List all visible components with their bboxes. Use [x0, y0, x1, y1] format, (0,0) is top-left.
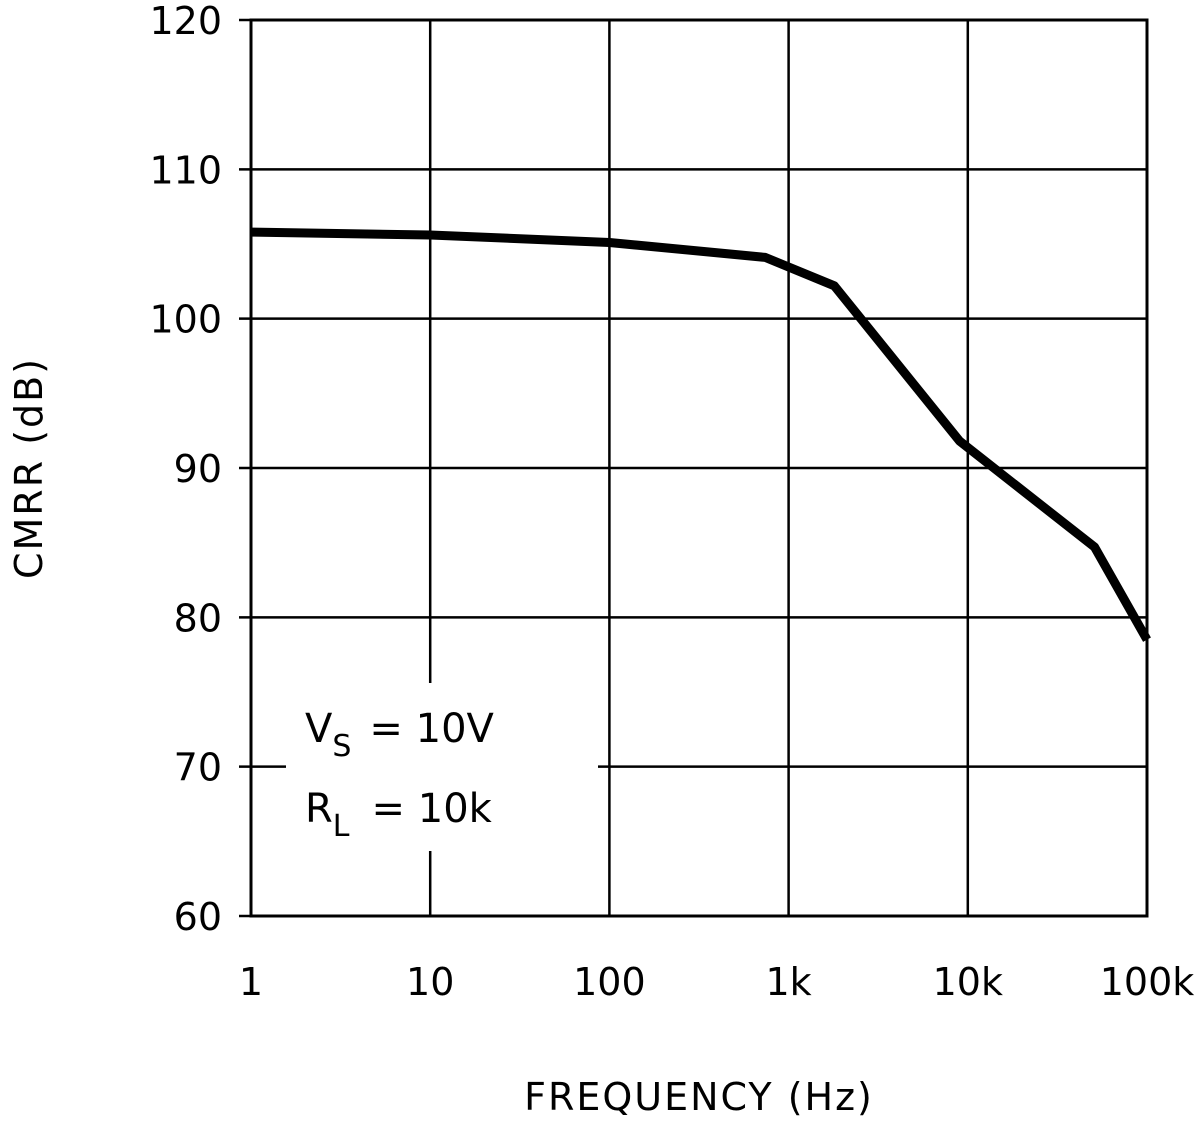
x-tick-label: 10k [933, 960, 1003, 1004]
y-tick-label: 110 [149, 148, 222, 192]
y-tick-label: 60 [174, 895, 222, 939]
x-tick-label: 100k [1100, 960, 1195, 1004]
plot-frame [249, 18, 1149, 918]
annotation-vs: VS = 10V [305, 706, 495, 764]
y-tick-label: 90 [174, 447, 222, 491]
y-tick-label: 70 [174, 746, 222, 790]
x-tick-label: 1 [239, 960, 263, 1004]
y-tick-label: 80 [174, 596, 222, 640]
annotation-rl: RL = 10k [305, 786, 493, 844]
y-tick-label: 100 [149, 298, 222, 342]
x-tick-label: 100 [573, 960, 646, 1004]
series-line-cmrr [250, 227, 1151, 642]
x-axis-label: FREQUENCY (Hz) [524, 1075, 874, 1119]
annotation-box [286, 683, 598, 851]
y-tick-label: 120 [149, 0, 222, 43]
x-tick-label: 10 [406, 960, 454, 1004]
x-tick-label: 1k [766, 960, 812, 1004]
y-axis-label: CMRR (dB) [7, 357, 51, 579]
